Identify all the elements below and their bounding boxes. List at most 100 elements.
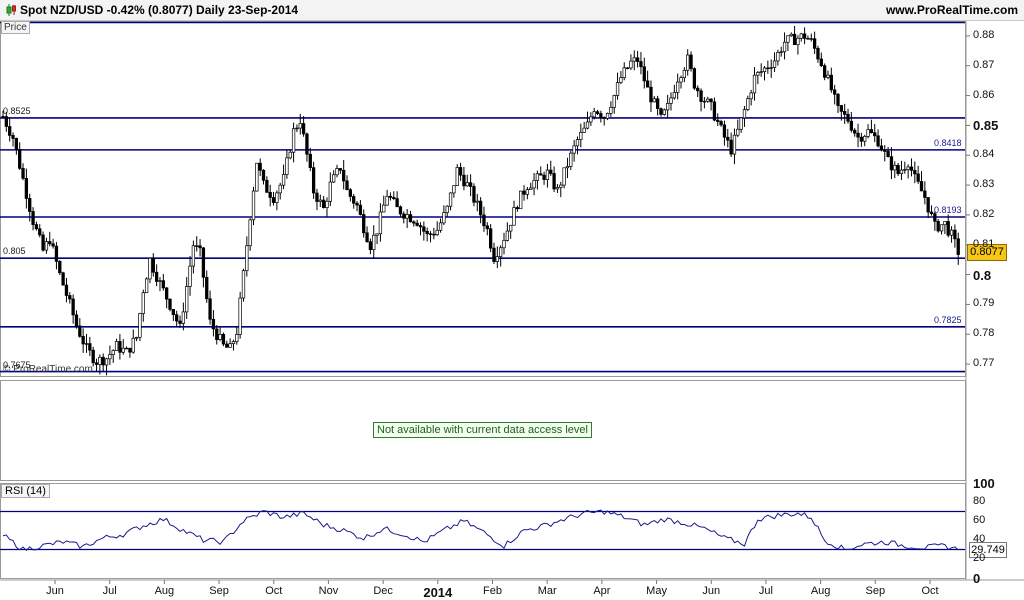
candle	[522, 185, 526, 201]
candle	[362, 209, 366, 238]
candle	[849, 112, 854, 133]
candle-body	[833, 89, 837, 95]
candle-body	[168, 298, 172, 310]
candle	[462, 166, 466, 191]
candle	[101, 353, 105, 372]
candle	[285, 149, 289, 179]
candle	[255, 162, 259, 192]
candle-body	[435, 229, 439, 236]
candle-body	[709, 98, 713, 103]
candle-body	[372, 234, 376, 251]
candle-body	[939, 224, 944, 232]
candle-body	[843, 111, 847, 115]
candle	[782, 32, 787, 60]
candle-body	[632, 57, 636, 62]
candle	[372, 225, 376, 259]
candle	[332, 170, 336, 183]
candle	[492, 242, 496, 265]
candle-body	[579, 132, 583, 140]
candle	[686, 49, 690, 76]
candle-body	[512, 207, 516, 226]
candle	[191, 240, 196, 274]
candle	[248, 218, 252, 251]
candle	[612, 94, 616, 114]
candle	[789, 32, 793, 38]
candle-body	[552, 173, 556, 190]
candle-body	[809, 38, 813, 40]
candle-body	[782, 41, 787, 53]
candle	[839, 104, 843, 121]
price-tick-label: 0.8	[973, 267, 992, 283]
price-level-label: 0.8525	[3, 105, 31, 116]
candle-body	[215, 328, 219, 340]
candle	[328, 172, 332, 206]
candle	[565, 157, 570, 179]
candle	[88, 336, 92, 356]
candle-body	[175, 314, 179, 322]
candle	[418, 222, 423, 236]
candle-body	[906, 166, 910, 170]
candle-body	[482, 214, 486, 227]
candle-body	[101, 356, 105, 366]
candle-body	[205, 276, 209, 300]
candle-body	[458, 167, 463, 176]
price-panel-label[interactable]: Price	[1, 21, 30, 34]
candle	[288, 150, 292, 160]
candle-body	[281, 174, 286, 186]
candle-body	[318, 199, 322, 202]
candle-body	[789, 33, 793, 37]
candle-body	[251, 190, 256, 221]
candle	[919, 171, 924, 192]
candle	[505, 222, 509, 242]
candle-body	[866, 129, 870, 137]
price-tick-label: 0.82	[973, 207, 995, 220]
candle	[178, 315, 182, 328]
candle-body	[595, 111, 600, 114]
candle-body	[736, 128, 740, 136]
candle-body	[161, 280, 165, 289]
x-tick-label: Apr	[593, 585, 611, 597]
candle	[853, 128, 857, 137]
candle	[926, 197, 930, 219]
x-tick-label: Jun	[46, 585, 64, 597]
candle-body	[716, 119, 720, 122]
candle	[11, 132, 15, 147]
site-url[interactable]: www.ProRealTime.com	[885, 3, 1018, 17]
candle	[552, 166, 556, 193]
x-tick-label: Sep	[209, 585, 229, 597]
candle-body	[58, 261, 62, 274]
candle-body	[886, 151, 890, 158]
candle-body	[265, 179, 269, 193]
candle	[278, 182, 282, 200]
candle	[225, 340, 229, 348]
candle-body	[44, 241, 49, 251]
candle-body	[221, 333, 226, 345]
candle	[512, 200, 516, 226]
candle	[348, 188, 353, 202]
candle-body	[686, 54, 690, 71]
candle-body	[211, 318, 216, 330]
candle	[779, 46, 783, 57]
x-tick-label: Oct	[265, 585, 283, 597]
candle	[605, 112, 610, 121]
candle-body	[368, 241, 373, 251]
candle-body	[529, 187, 533, 190]
candle-body	[438, 222, 443, 231]
candle-body	[448, 192, 453, 207]
candle-body	[488, 228, 493, 249]
candle-body	[876, 135, 880, 147]
candle-body	[549, 169, 553, 174]
candle	[816, 45, 820, 63]
x-tick-label: Dec	[373, 585, 393, 597]
candle-body	[719, 121, 723, 126]
candle-body	[288, 151, 292, 159]
candle	[772, 52, 777, 72]
candle	[38, 224, 42, 238]
candle	[275, 190, 279, 211]
candle	[201, 247, 206, 288]
candle-body	[338, 168, 342, 171]
candle	[635, 50, 640, 68]
candle-body	[769, 67, 773, 69]
rsi-panel-label[interactable]: RSI (14)	[1, 484, 50, 498]
